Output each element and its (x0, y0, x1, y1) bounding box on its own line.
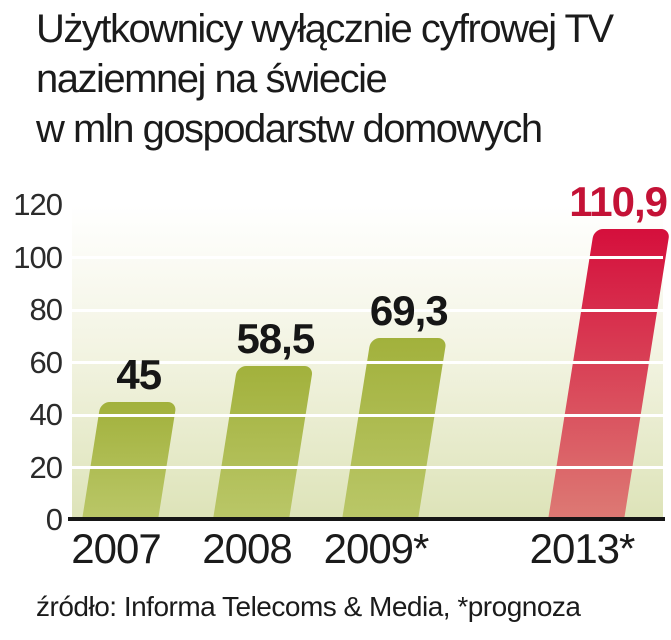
y-tick-label-80: 80 (29, 292, 63, 327)
y-tick-label-0: 0 (45, 502, 63, 537)
value-label-2007: 45 (116, 350, 162, 398)
x-tick-label-2007: 2007 (71, 525, 161, 572)
value-label-2009*: 69,3 (369, 287, 449, 335)
y-tick-label-20: 20 (29, 449, 63, 485)
source-note: źródło: Informa Telecoms & Media, *progn… (36, 591, 581, 622)
y-tick-label-40: 40 (29, 397, 63, 432)
x-tick-label-2008: 2008 (202, 525, 292, 572)
value-label-2013*: 110,9 (569, 177, 668, 225)
y-tick-label-120: 120 (13, 187, 63, 222)
gridline-80 (72, 308, 663, 312)
y-tick-label-100: 100 (13, 239, 63, 275)
chart-title-line-3: w mln gospodarstw domowych (36, 107, 543, 151)
x-tick-label-2013*: 2013* (529, 525, 636, 572)
chart-title-line-2: naziemnej na świecie (36, 57, 388, 101)
gridline-100 (72, 256, 663, 259)
x-tick-label-2009*: 2009* (323, 525, 430, 572)
value-label-2008: 58,5 (236, 315, 315, 363)
x-axis-line (68, 517, 665, 521)
gridline-20 (72, 466, 663, 469)
gridline-40 (72, 413, 663, 417)
chart-title-line-1: Użytkownicy wyłącznie cyfrowej TV (36, 7, 614, 51)
y-tick-label-60: 60 (29, 344, 63, 380)
chart-title: Użytkownicy wyłącznie cyfrowej TV naziem… (36, 4, 666, 154)
gridline-60 (72, 361, 663, 364)
